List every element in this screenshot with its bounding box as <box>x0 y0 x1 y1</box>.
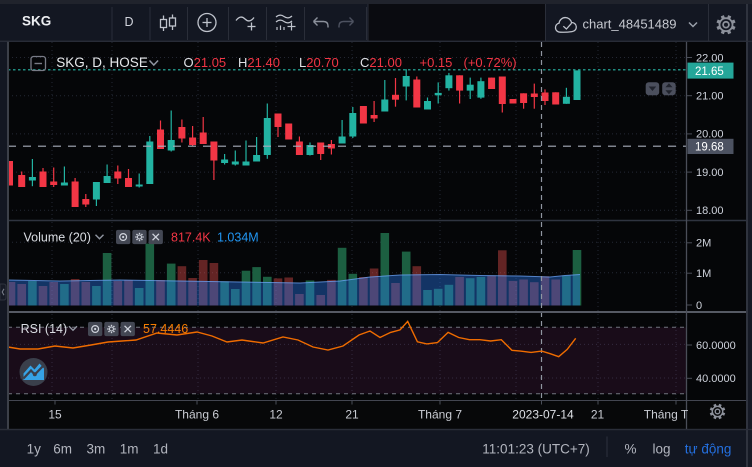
svg-text:1d: 1d <box>153 442 168 457</box>
svg-text:D: D <box>125 15 134 29</box>
svg-text:6m: 6m <box>53 442 72 457</box>
svg-text:O21.05: O21.05 <box>184 55 227 70</box>
svg-text:Volume (20): Volume (20) <box>24 230 91 244</box>
svg-text:40.0000: 40.0000 <box>696 373 736 385</box>
svg-text:1M: 1M <box>696 268 711 280</box>
svg-text:+0.15: +0.15 <box>420 55 453 70</box>
svg-text:1y: 1y <box>27 442 42 457</box>
svg-text:SKG: SKG <box>22 14 51 29</box>
svg-text:60.0000: 60.0000 <box>696 340 736 352</box>
svg-text:tự động: tự động <box>685 442 732 457</box>
svg-text:log: log <box>653 442 671 457</box>
svg-text:21.00: 21.00 <box>696 91 724 103</box>
svg-text:Tháng 7: Tháng 7 <box>418 407 462 421</box>
svg-text:57.4446: 57.4446 <box>143 322 188 336</box>
svg-text:20.00: 20.00 <box>696 129 724 141</box>
svg-text:2023-07-14: 2023-07-14 <box>512 407 574 421</box>
svg-text:18.00: 18.00 <box>696 205 724 217</box>
svg-text:22.00: 22.00 <box>696 52 724 64</box>
svg-text:19.00: 19.00 <box>696 167 724 179</box>
svg-text:H21.40: H21.40 <box>238 55 280 70</box>
svg-text:15: 15 <box>48 407 62 421</box>
svg-text:11:01:23 (UTC+7): 11:01:23 (UTC+7) <box>482 442 589 457</box>
svg-text:12: 12 <box>269 407 283 421</box>
svg-text:1.034M: 1.034M <box>217 230 259 244</box>
svg-text:1m: 1m <box>120 442 139 457</box>
svg-text:%: % <box>625 442 637 457</box>
svg-text:L20.70: L20.70 <box>299 55 339 70</box>
svg-text:21: 21 <box>345 407 359 421</box>
svg-text:817.4K: 817.4K <box>171 230 211 244</box>
svg-text:0: 0 <box>696 300 702 312</box>
svg-text:(+0.72%): (+0.72%) <box>464 55 517 70</box>
svg-text:19.68: 19.68 <box>695 142 724 154</box>
svg-text:RSI (14): RSI (14) <box>21 322 68 336</box>
svg-text:Tháng 6: Tháng 6 <box>175 407 219 421</box>
svg-text:2M: 2M <box>696 238 711 250</box>
svg-text:C21.00: C21.00 <box>360 55 402 70</box>
svg-text:21: 21 <box>591 407 605 421</box>
svg-text:21.65: 21.65 <box>695 66 724 78</box>
svg-text:Tháng T: Tháng T <box>644 407 689 421</box>
svg-text:3m: 3m <box>87 442 106 457</box>
svg-text:chart_48451489: chart_48451489 <box>583 17 677 32</box>
svg-text:SKG, D, HOSE: SKG, D, HOSE <box>56 55 148 70</box>
